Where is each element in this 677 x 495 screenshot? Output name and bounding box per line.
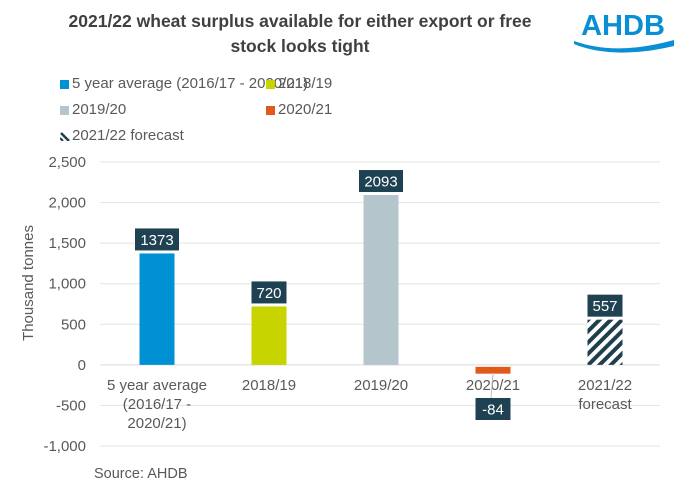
- x-tick-label: 5 year average: [107, 377, 207, 394]
- data-label-leader-line: [490, 372, 494, 399]
- y-tick-label: 2,500: [48, 154, 86, 171]
- legend-item-5yr-average: 5 year average (2016/17 - 2020/21): [60, 71, 308, 97]
- x-tick-label: 2020/21): [127, 415, 186, 432]
- bar: [587, 319, 623, 365]
- y-tick-label: 0: [78, 357, 86, 374]
- chart-title-line-1: 2021/22 wheat surplus available for eith…: [68, 11, 532, 31]
- x-tick-label: 2021/22: [578, 377, 632, 394]
- data-label-box: [135, 228, 179, 251]
- y-tick-label: 500: [61, 316, 86, 333]
- bar: [139, 253, 175, 365]
- data-label-box: [251, 281, 287, 304]
- x-tick-label: 2020/21: [466, 377, 520, 394]
- data-label-box: [475, 398, 511, 420]
- y-tick-label: 2,000: [48, 195, 86, 212]
- logo-wave-icon: [574, 40, 674, 53]
- legend-swatch: [266, 79, 275, 89]
- x-tick-label: forecast: [578, 396, 632, 413]
- chart-title-line-2: stock looks tight: [230, 36, 370, 56]
- y-tick-label: -500: [56, 397, 86, 414]
- data-label: 1373: [140, 232, 173, 249]
- legend-label: 2021/22 forecast: [72, 127, 184, 144]
- x-tick-label: (2016/17 -: [123, 396, 191, 413]
- data-label: -84: [482, 402, 504, 419]
- y-tick-label: 1,000: [48, 276, 86, 293]
- bar: [363, 195, 399, 365]
- legend-item-2018-19: 2018/19: [266, 71, 332, 97]
- data-label-box: [587, 294, 623, 317]
- legend-swatch: [266, 105, 275, 115]
- legend-label: 2019/20: [72, 101, 127, 118]
- x-tick-label: 2018/19: [242, 377, 296, 394]
- legend-swatch: [60, 79, 69, 89]
- data-label: 2093: [364, 174, 397, 191]
- x-tick-label: 2019/20: [354, 377, 408, 394]
- chart-title: 2021/22 wheat surplus available for eith…: [20, 9, 580, 59]
- source-note: Source: AHDB: [94, 466, 188, 482]
- legend-label: 2018/19: [278, 75, 333, 92]
- y-tick-label: -1,000: [43, 438, 86, 455]
- legend-swatch: [60, 105, 69, 115]
- data-label-box: [359, 170, 403, 193]
- bar: [475, 366, 511, 374]
- logo-text: AHDB: [581, 10, 665, 42]
- legend-label: 2020/21: [278, 101, 333, 118]
- legend-swatch-striped: [60, 132, 70, 141]
- legend-label: 5 year average (2016/17 - 2020/21): [72, 75, 308, 92]
- bar: [251, 306, 287, 365]
- data-label: 720: [256, 285, 281, 302]
- legend-item-2019-20: 2019/20: [60, 97, 126, 123]
- ahdb-logo: AHDB: [574, 10, 674, 53]
- y-axis-title: Thousand tonnes: [20, 225, 37, 341]
- data-label: 557: [592, 298, 617, 315]
- y-tick-label: 1,500: [48, 235, 86, 252]
- legend-item-2020-21: 2020/21: [266, 97, 332, 123]
- legend-item-2021-22-forecast: 2021/22 forecast: [60, 123, 184, 149]
